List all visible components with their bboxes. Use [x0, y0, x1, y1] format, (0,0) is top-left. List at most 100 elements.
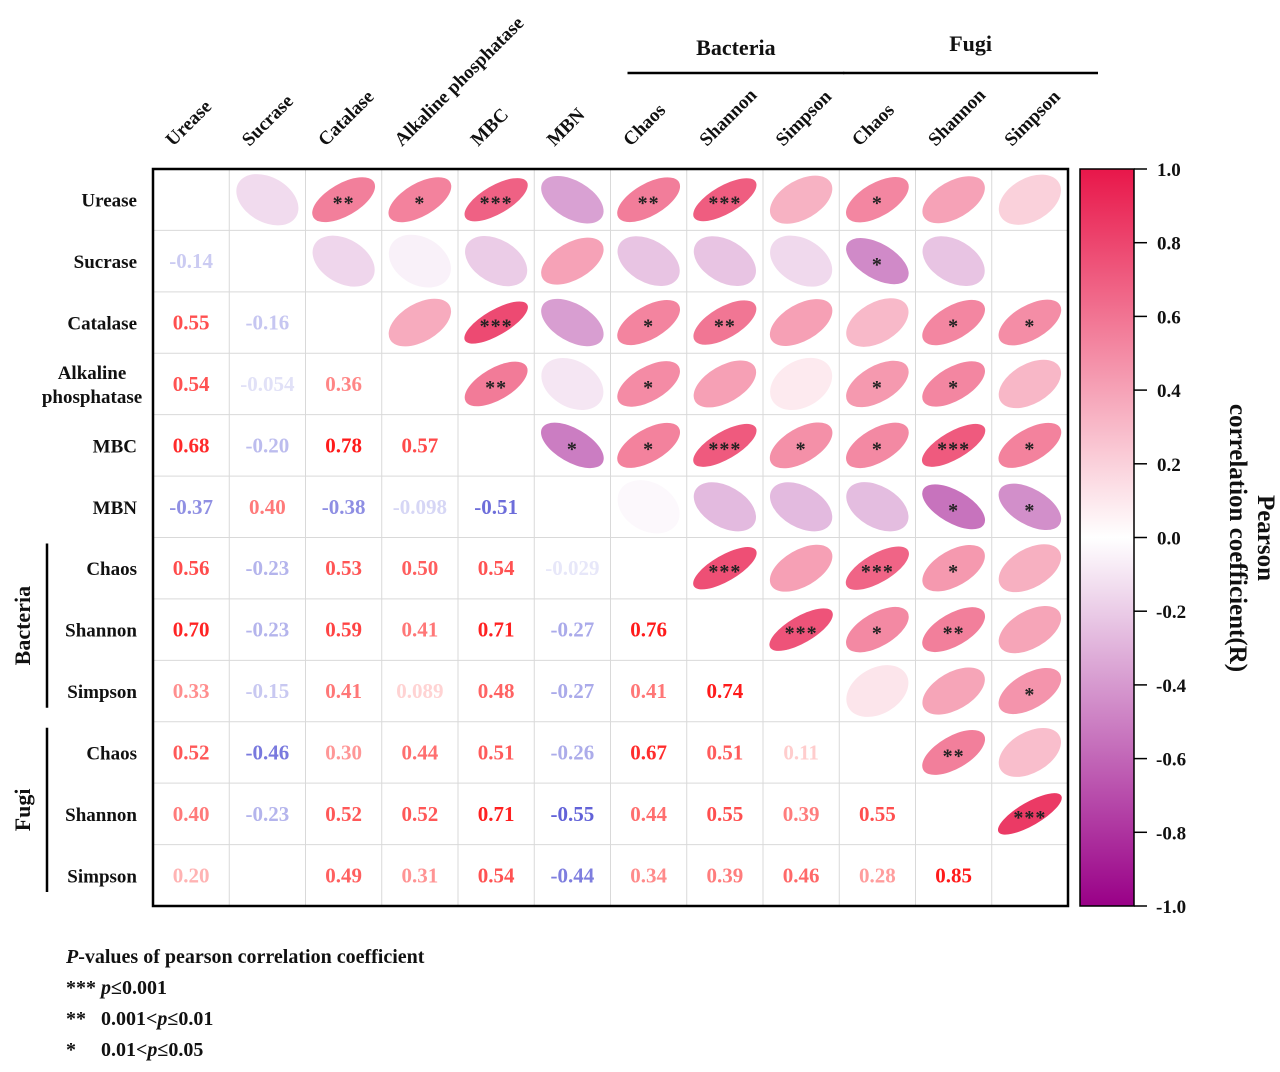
correlation-ellipse [617, 177, 681, 223]
pvalue-legend: P-values of pearson correlation coeffici… [66, 942, 424, 1066]
correlation-ellipse [998, 728, 1062, 777]
row-group-label: Fugi [10, 788, 35, 831]
matrix-border [151, 167, 1070, 908]
correlation-ellipse [617, 236, 680, 286]
correlation-ellipse [922, 667, 985, 715]
cell-value: -0.55 [551, 802, 595, 826]
legend-stars: * [66, 1039, 76, 1061]
correlation-ellipse [769, 299, 833, 346]
column-group-label: Bacteria [696, 35, 775, 60]
correlation-ellipse [922, 730, 986, 775]
correlation-ellipse [846, 665, 909, 717]
legend-item-3star: *** p≤0.001 [66, 973, 424, 1004]
correlation-ellipse [693, 236, 756, 286]
row-label: MBC [93, 436, 137, 457]
cell-value: 0.85 [935, 863, 972, 887]
cell-value: 0.48 [478, 679, 515, 703]
significance-stars: * [796, 438, 807, 460]
correlation-ellipse [998, 544, 1062, 593]
row-label: Chaos [86, 559, 137, 580]
correlation-ellipse [769, 544, 833, 592]
correlation-ellipse [922, 544, 985, 592]
significance-stars: *** [1013, 807, 1046, 829]
significance-stars: *** [861, 561, 894, 583]
cell-value: 0.56 [173, 556, 210, 580]
cell-value: 0.40 [173, 802, 210, 826]
cell-value: 0.49 [325, 863, 362, 887]
column-label: Catalase [314, 86, 378, 150]
cell-value: -0.23 [246, 556, 290, 580]
cell-value: 0.55 [707, 802, 744, 826]
significance-stars: * [872, 623, 883, 645]
cell-value: -0.38 [322, 495, 366, 519]
cell-value: 0.52 [325, 802, 362, 826]
correlation-ellipse [846, 238, 909, 285]
correlation-ellipse [846, 177, 909, 223]
correlation-ellipse [693, 423, 757, 467]
correlation-ellipse [998, 667, 1062, 715]
legend-p: p [147, 1039, 158, 1061]
correlation-ellipse [922, 176, 985, 224]
cell-value: 0.36 [325, 372, 362, 396]
legend-p: p [157, 1008, 168, 1030]
significance-stars: * [872, 377, 883, 399]
significance-stars: ** [638, 193, 660, 215]
correlation-ellipse [770, 235, 833, 287]
cell-value: 0.41 [630, 679, 667, 703]
legend-stars: ** [66, 1008, 86, 1030]
significance-stars: * [1024, 316, 1035, 338]
colorbar-tick-label: -0.4 [1156, 676, 1187, 697]
legend-post: ≤0.001 [111, 977, 167, 999]
correlation-ellipse [922, 484, 986, 530]
cell-value: -0.14 [169, 249, 213, 273]
correlation-ellipse [998, 422, 1062, 468]
correlation-ellipse [770, 482, 833, 532]
cell-value: 0.39 [783, 802, 820, 826]
cell-value: -0.23 [246, 802, 290, 826]
cell-value: -0.27 [551, 618, 595, 642]
correlation-ellipse [922, 607, 986, 653]
cell-value: 0.44 [402, 740, 439, 764]
column-label: Chaos [619, 100, 670, 151]
correlation-ellipse [465, 236, 528, 287]
significance-stars: * [948, 316, 959, 338]
legend-title-italic: P [66, 946, 79, 968]
correlation-ellipse [998, 606, 1062, 654]
cell-value: 0.74 [707, 679, 744, 703]
row-label: MBN [93, 498, 138, 519]
legend-item-1star: * 0.01<p≤0.05 [66, 1035, 424, 1066]
cell-value: 0.55 [173, 311, 210, 335]
correlation-ellipse [541, 422, 604, 469]
colorbar-tick-label: -0.2 [1156, 602, 1186, 623]
cell-value: -0.054 [240, 372, 295, 396]
correlation-ellipse [693, 178, 757, 222]
row-label: Shannon [65, 805, 137, 826]
significance-stars: *** [480, 316, 513, 338]
legend-title-text: -values of pearson correlation coefficie… [78, 946, 425, 968]
cell-value: 0.41 [325, 679, 362, 703]
cell-value: -0.44 [551, 863, 595, 887]
significance-stars: *** [708, 561, 741, 583]
cell-value: 0.51 [707, 740, 744, 764]
correlation-ellipse [922, 361, 985, 407]
legend-p: p [101, 977, 111, 999]
significance-stars: ** [943, 623, 965, 645]
row-group-label: Bacteria [10, 586, 35, 665]
significance-stars: * [1024, 500, 1035, 522]
significance-stars: * [872, 438, 883, 460]
column-label: Shannon [696, 85, 762, 151]
significance-stars: ** [714, 316, 736, 338]
colorbar-tick-label: 0.6 [1157, 307, 1181, 328]
correlation-ellipse [998, 359, 1062, 409]
correlation-ellipse [541, 175, 604, 224]
cell-value: 0.089 [396, 679, 443, 703]
significance-stars: *** [785, 623, 818, 645]
cell-value: 0.50 [402, 556, 439, 580]
significance-stars: ** [943, 745, 965, 767]
column-label: MBC [467, 104, 513, 150]
cell-value: -0.098 [393, 495, 447, 519]
significance-stars: *** [708, 438, 741, 460]
significance-stars: * [948, 377, 959, 399]
row-label: Urease [81, 191, 137, 212]
